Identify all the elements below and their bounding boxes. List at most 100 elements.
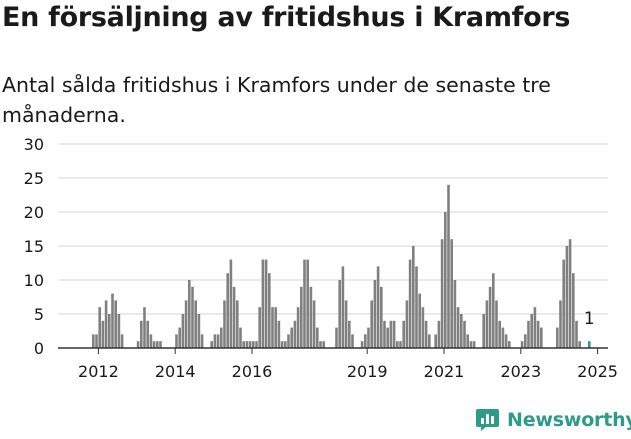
bar bbox=[421, 307, 425, 348]
bar bbox=[274, 307, 277, 348]
bar bbox=[290, 327, 293, 348]
bar bbox=[562, 259, 565, 348]
chart-title: En försäljning av fritidshus i Kramfors bbox=[2, 2, 571, 33]
highlight-data-label: 1 bbox=[584, 309, 595, 329]
bar bbox=[536, 320, 540, 348]
y-tick-label: 20 bbox=[24, 203, 44, 222]
y-tick-label: 5 bbox=[34, 305, 44, 324]
bar bbox=[527, 320, 530, 348]
bar bbox=[252, 341, 255, 348]
bar bbox=[284, 341, 287, 348]
bar bbox=[232, 286, 236, 348]
bar bbox=[424, 320, 428, 348]
bar bbox=[136, 341, 140, 348]
bar bbox=[469, 341, 473, 348]
bar bbox=[277, 320, 281, 348]
bar bbox=[453, 280, 457, 348]
bar bbox=[341, 266, 345, 348]
bar bbox=[412, 246, 415, 348]
bar bbox=[319, 341, 322, 348]
bar bbox=[386, 327, 389, 348]
bar bbox=[495, 300, 498, 348]
bar bbox=[156, 341, 159, 348]
bar bbox=[373, 280, 377, 348]
bar bbox=[194, 300, 197, 348]
bar bbox=[463, 320, 466, 348]
bar bbox=[530, 314, 533, 348]
y-tick-label: 25 bbox=[24, 169, 44, 188]
bar bbox=[559, 300, 562, 348]
brand-name: Newsworthy bbox=[507, 408, 631, 431]
bar bbox=[255, 341, 258, 348]
bar bbox=[380, 286, 383, 348]
bar bbox=[335, 327, 338, 348]
bar bbox=[108, 314, 111, 348]
bar bbox=[338, 280, 341, 348]
bar bbox=[264, 259, 268, 348]
bar bbox=[316, 327, 319, 348]
bar bbox=[104, 300, 108, 348]
bar bbox=[188, 280, 191, 348]
bar bbox=[504, 334, 508, 348]
x-tick-label: 2025 bbox=[577, 362, 618, 381]
bar bbox=[261, 259, 265, 348]
bar bbox=[146, 320, 149, 348]
bar bbox=[280, 341, 284, 348]
bar bbox=[117, 314, 121, 348]
chart-subtitle: Antal sålda fritidshus i Kramfors under … bbox=[2, 73, 551, 127]
bar bbox=[152, 341, 156, 348]
bar bbox=[392, 320, 396, 348]
bar bbox=[248, 341, 252, 348]
bar bbox=[242, 341, 245, 348]
bar bbox=[508, 341, 511, 348]
bar bbox=[245, 341, 249, 348]
bar bbox=[191, 286, 194, 348]
bar bbox=[482, 314, 485, 348]
bar bbox=[405, 300, 409, 348]
bar bbox=[271, 307, 274, 348]
bar bbox=[312, 300, 316, 348]
bar bbox=[239, 327, 242, 348]
bar bbox=[184, 300, 188, 348]
bar bbox=[556, 327, 559, 348]
x-tick-label: 2014 bbox=[155, 362, 196, 381]
x-tick-label: 2021 bbox=[424, 362, 465, 381]
bar bbox=[293, 320, 297, 348]
bar bbox=[216, 334, 220, 348]
bar bbox=[396, 341, 399, 348]
bar bbox=[524, 334, 527, 348]
bar bbox=[229, 259, 233, 348]
y-tick-label: 15 bbox=[24, 237, 44, 256]
bar bbox=[303, 259, 306, 348]
bar bbox=[200, 334, 204, 348]
bar bbox=[383, 320, 386, 348]
bar bbox=[389, 320, 393, 348]
bar bbox=[95, 334, 98, 348]
bar bbox=[578, 341, 581, 348]
bar bbox=[533, 307, 537, 348]
bar bbox=[360, 341, 364, 348]
bar bbox=[226, 273, 229, 348]
bar bbox=[428, 334, 431, 348]
y-tick-label: 0 bbox=[34, 339, 44, 358]
bar bbox=[572, 273, 575, 348]
bar bbox=[236, 300, 239, 348]
bar bbox=[460, 314, 463, 348]
bar bbox=[418, 293, 421, 348]
bar bbox=[306, 259, 309, 348]
bar bbox=[111, 293, 114, 348]
bar bbox=[575, 320, 578, 348]
bar bbox=[408, 259, 412, 348]
brand-logo: Newsworthy bbox=[475, 407, 631, 432]
bar bbox=[399, 341, 402, 348]
bar-chart-speech-bubble-icon bbox=[476, 409, 499, 431]
bar bbox=[370, 300, 373, 348]
x-tick-label: 2019 bbox=[347, 362, 388, 381]
bar bbox=[101, 320, 105, 348]
highlight-bar bbox=[588, 341, 591, 348]
bar bbox=[492, 273, 495, 348]
bar bbox=[98, 307, 101, 348]
bar bbox=[322, 341, 325, 348]
bar bbox=[120, 334, 124, 348]
